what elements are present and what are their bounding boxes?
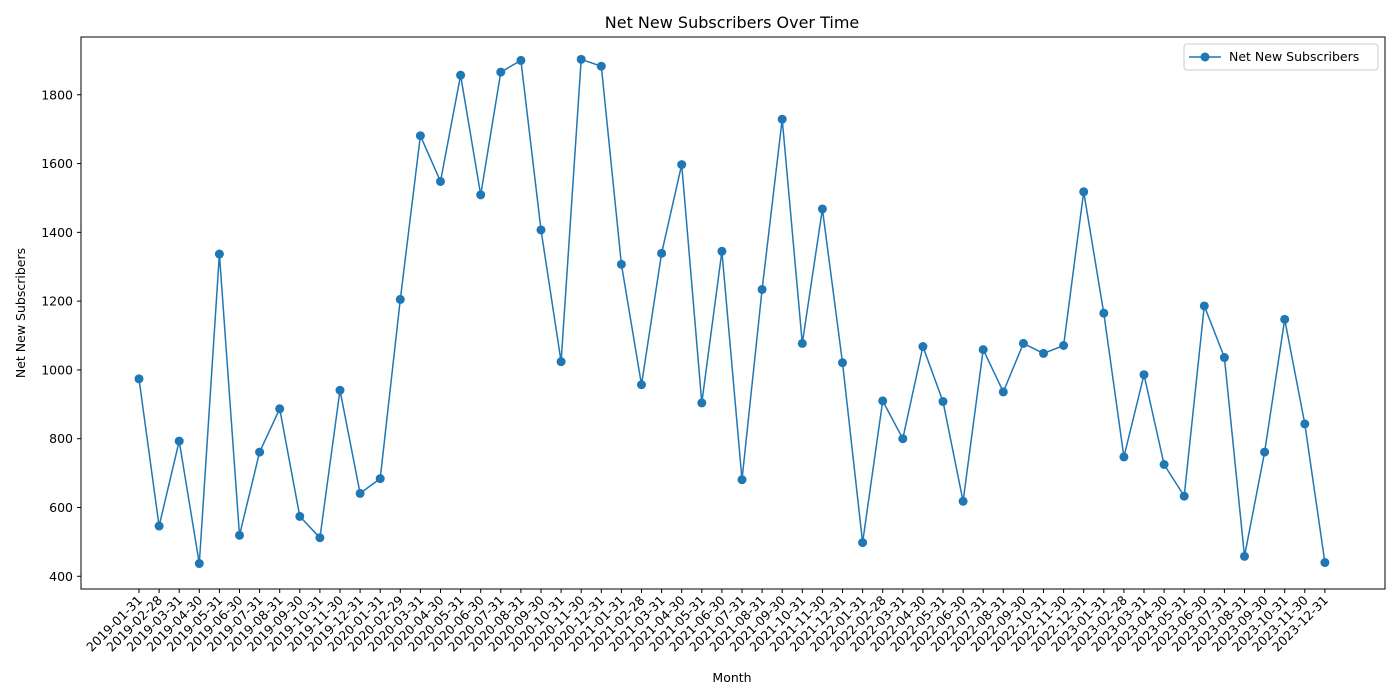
- data-point: [737, 475, 747, 485]
- data-point: [556, 357, 566, 367]
- data-point: [1139, 370, 1149, 380]
- data-point: [194, 559, 204, 569]
- legend-marker-swatch: [1200, 52, 1210, 62]
- y-tick-label: 1400: [41, 225, 73, 240]
- x-axis-label: Month: [712, 670, 751, 685]
- data-point: [214, 249, 224, 259]
- data-point: [677, 160, 687, 170]
- data-point: [235, 530, 244, 540]
- data-point: [1039, 348, 1048, 358]
- y-tick-label: 1000: [41, 362, 73, 377]
- legend: Net New Subscribers: [1183, 43, 1379, 71]
- data-point: [576, 54, 586, 64]
- data-point: [154, 521, 164, 531]
- data-point: [797, 338, 807, 348]
- y-axis: 400 600 800 1000 1200 1400 1600 1800: [41, 87, 81, 584]
- data-point: [496, 67, 506, 77]
- data-point: [174, 436, 184, 446]
- data-point: [1219, 353, 1229, 363]
- series-line: [138, 58, 1326, 565]
- y-axis-label: Net New Subscribers: [13, 248, 28, 378]
- y-tick-label: 800: [49, 431, 73, 446]
- data-point: [717, 246, 727, 256]
- data-point: [1119, 452, 1129, 462]
- data-point: [134, 374, 144, 384]
- data-point: [476, 190, 486, 200]
- data-point: [1018, 338, 1028, 348]
- data-point: [858, 538, 868, 548]
- y-tick-label: 400: [49, 569, 73, 584]
- data-point: [335, 385, 345, 395]
- data-point: [1280, 314, 1290, 324]
- data-point: [456, 70, 466, 80]
- data-point: [536, 225, 546, 235]
- data-point: [616, 259, 626, 269]
- y-tick-label: 1800: [41, 87, 73, 102]
- data-point: [436, 176, 445, 186]
- data-point: [415, 131, 425, 141]
- data-point: [295, 511, 305, 521]
- data-point: [375, 474, 385, 484]
- data-point: [838, 358, 847, 368]
- data-point: [516, 55, 526, 65]
- data-point: [1079, 187, 1089, 197]
- data-point: [1059, 341, 1069, 351]
- data-point: [898, 434, 908, 444]
- data-point: [978, 345, 988, 355]
- y-tick-label: 600: [49, 500, 73, 515]
- data-point: [697, 398, 707, 408]
- data-point: [1260, 447, 1270, 457]
- data-point: [998, 387, 1008, 397]
- data-point: [255, 447, 265, 457]
- data-point: [1099, 308, 1109, 318]
- data-point: [315, 533, 325, 543]
- data-point: [757, 284, 767, 294]
- x-axis: 2019-01-312019-02-282019-03-312019-04-30…: [83, 589, 1331, 654]
- plot-area-frame: [80, 36, 1386, 590]
- data-point: [637, 380, 646, 390]
- legend-label: Net New Subscribers: [1229, 49, 1359, 64]
- y-tick-label: 1600: [41, 156, 73, 171]
- data-point: [395, 294, 405, 304]
- data-point: [958, 496, 968, 506]
- series-layer: [134, 54, 1330, 569]
- data-point: [596, 61, 606, 71]
- data-point: [918, 342, 928, 352]
- data-point: [1240, 551, 1249, 561]
- data-point: [878, 396, 888, 406]
- data-point: [275, 404, 285, 414]
- legend-box: [1183, 43, 1379, 71]
- data-point: [777, 114, 787, 124]
- data-point: [1159, 459, 1169, 469]
- data-point: [657, 248, 667, 258]
- chart-title: Net New Subscribers Over Time: [605, 13, 860, 32]
- data-point: [1320, 558, 1330, 568]
- data-point: [355, 488, 365, 498]
- data-point: [1179, 491, 1189, 501]
- data-point: [1300, 419, 1310, 429]
- data-point: [817, 204, 827, 214]
- data-point: [938, 397, 948, 407]
- data-point: [1199, 301, 1209, 311]
- y-tick-label: 1200: [41, 294, 73, 309]
